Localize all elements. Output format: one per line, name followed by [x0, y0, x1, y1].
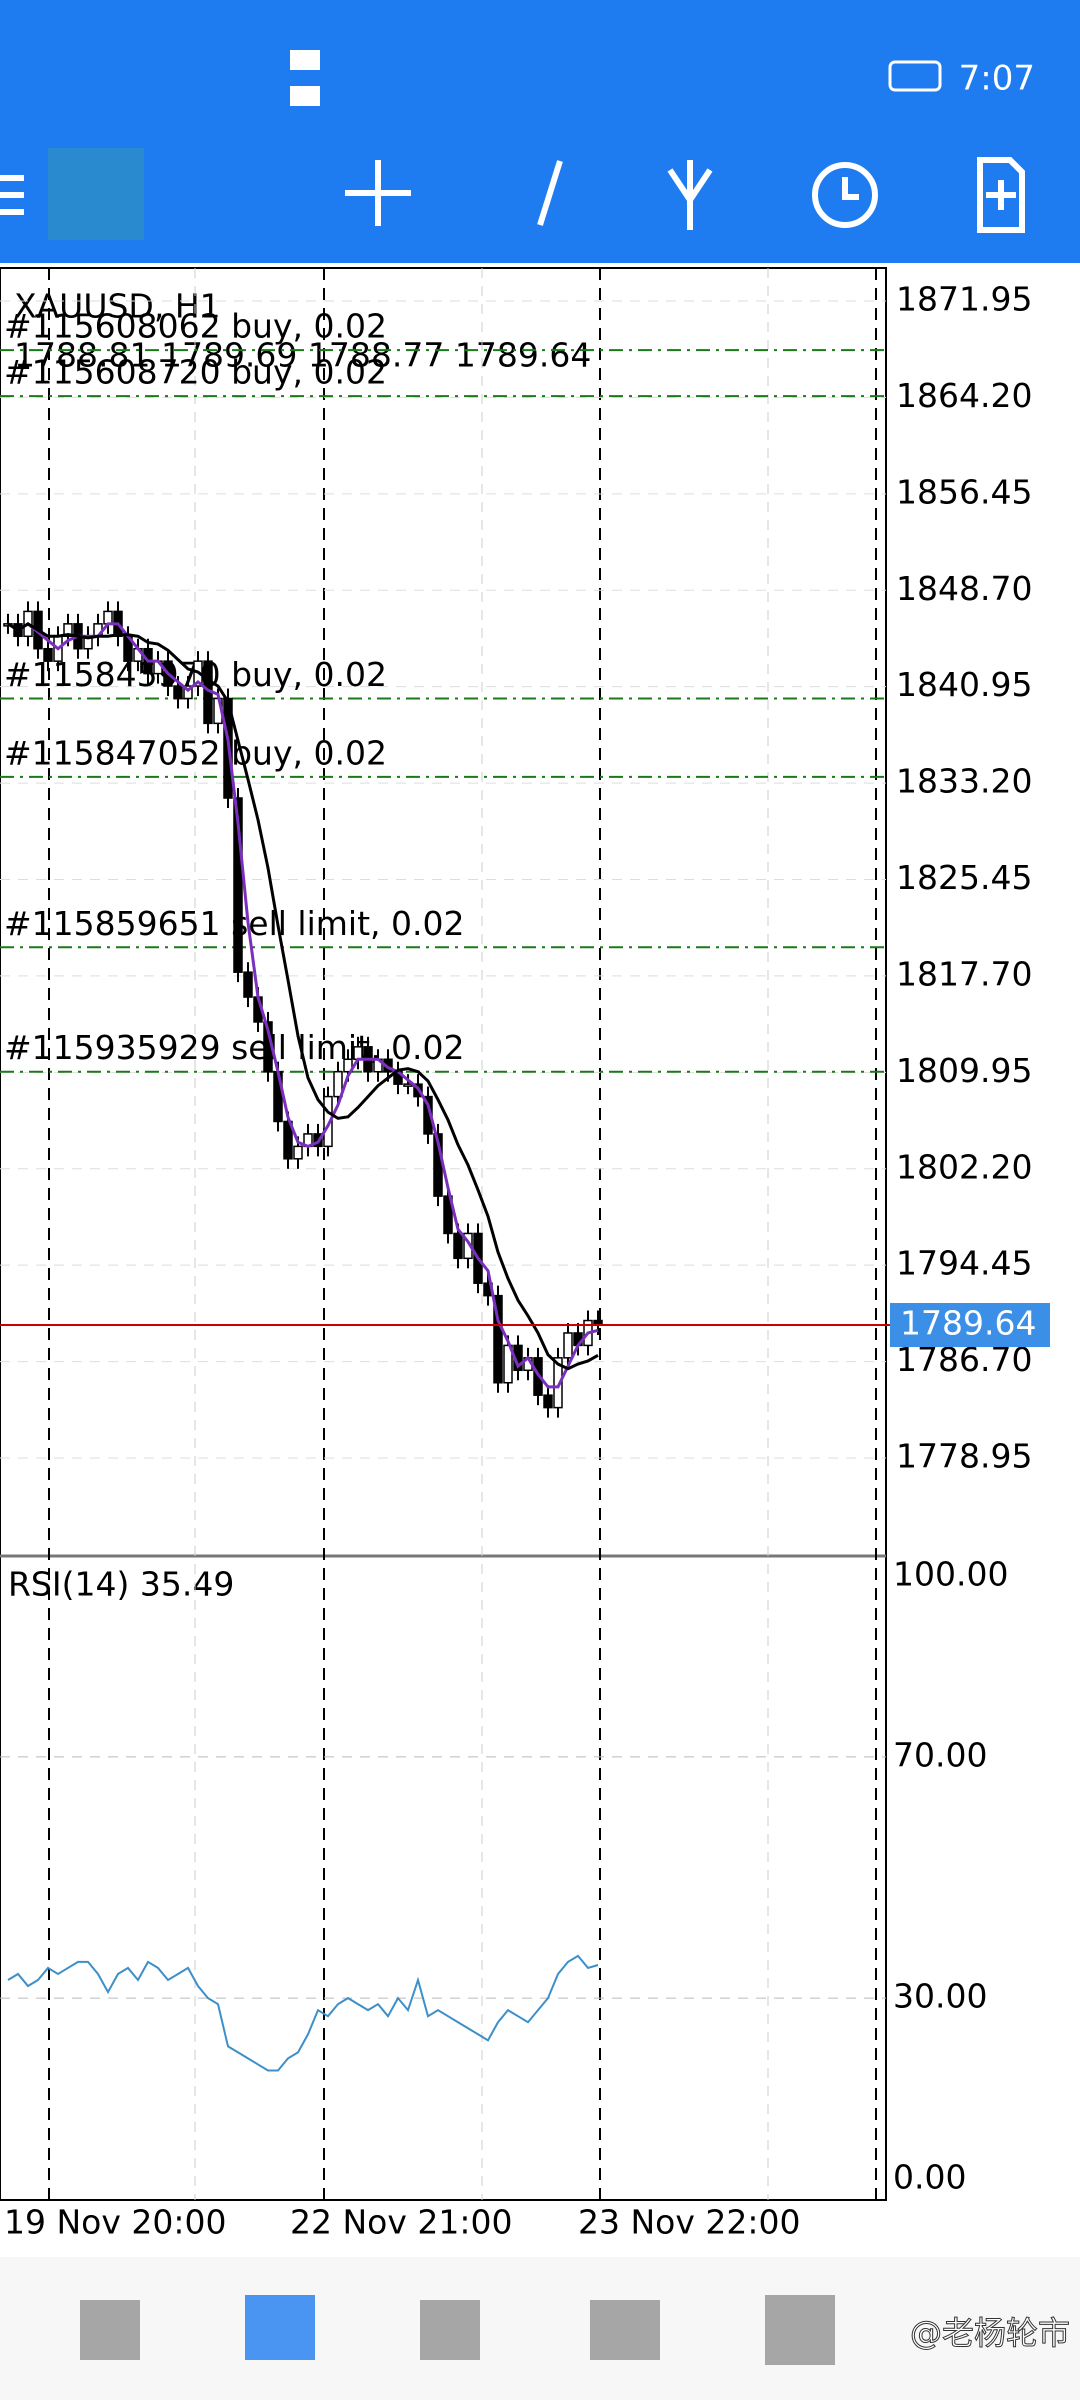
price-tick-label: 1817.70 — [896, 954, 1032, 993]
clock: 7:07 — [959, 59, 1035, 99]
rsi-tick-label: 0.00 — [893, 2158, 966, 2197]
chart-frame — [0, 267, 887, 2201]
candle — [563, 1332, 573, 1359]
price-tick-label: 1794.45 — [896, 1244, 1032, 1283]
price-tick-label: 1833.20 — [896, 762, 1032, 801]
candle — [503, 1344, 513, 1384]
price-tick-label: 1871.95 — [896, 280, 1032, 319]
candle — [183, 685, 193, 700]
candle — [443, 1195, 453, 1235]
candle — [233, 797, 243, 973]
order-label: #115935929 sell limit, 0.02 — [4, 1028, 464, 1067]
rsi-label: RSI(14) 35.49 — [8, 1565, 234, 1604]
toolbar — [0, 148, 1025, 240]
moving-average — [7, 621, 599, 1389]
app-icon[interactable] — [48, 148, 144, 240]
candle — [103, 610, 113, 625]
trade[interactable] — [667, 160, 713, 230]
price-tick-label: 1802.20 — [896, 1147, 1032, 1186]
history[interactable] — [590, 2300, 660, 2360]
rsi-line — [7, 1954, 599, 2072]
moving-average — [7, 622, 599, 1371]
candle — [453, 1232, 463, 1260]
candle — [343, 1058, 353, 1073]
menu[interactable] — [0, 175, 24, 215]
new-order[interactable] — [977, 157, 1025, 233]
price-tick-label: 1856.45 — [896, 472, 1032, 511]
time-label: 22 Nov 21:00 — [290, 2203, 512, 2242]
watermark: @老杨轮市 — [910, 2314, 1070, 2352]
timeframe[interactable] — [812, 162, 878, 228]
order-label: #115847052 buy, 0.02 — [4, 733, 387, 772]
rsi-tick-label: 30.00 — [893, 1977, 987, 2016]
candle — [553, 1357, 563, 1409]
rsi-tick-label: 100.00 — [893, 1555, 1008, 1594]
current-price: 1789.64 — [900, 1304, 1036, 1343]
order-label: #115608720 buy, 0.02 — [4, 353, 387, 392]
candle — [543, 1394, 553, 1409]
indicators[interactable] — [537, 160, 563, 226]
bottom-nav — [0, 2257, 1080, 2400]
price-tick-label: 1778.95 — [896, 1437, 1032, 1476]
price-badge — [890, 1303, 1050, 1348]
price-tick-label: 1809.95 — [896, 1051, 1032, 1090]
candle — [493, 1294, 503, 1384]
crosshair[interactable] — [345, 160, 411, 226]
price-tick-label: 1825.45 — [896, 858, 1032, 897]
candle — [293, 1145, 303, 1160]
candle — [353, 1046, 363, 1061]
quotes[interactable] — [80, 2300, 140, 2360]
price-tick-label: 1864.20 — [896, 376, 1032, 415]
order-label: #115608062 buy, 0.02 — [4, 307, 387, 346]
news[interactable] — [765, 2295, 835, 2365]
candle — [243, 971, 253, 998]
price-tick-label: 1848.70 — [896, 569, 1032, 608]
candle — [323, 1095, 333, 1148]
price-tick-label: 1840.95 — [896, 665, 1032, 704]
time-label: 23 Nov 22:00 — [578, 2203, 800, 2242]
rsi-tick-label: 70.00 — [893, 1735, 987, 1774]
ohlc: 1788.81 1789.69 1788.77 1789.64 — [14, 336, 591, 375]
candle — [333, 1070, 343, 1098]
candle — [43, 647, 53, 662]
trade-tab[interactable] — [420, 2300, 480, 2360]
charts[interactable] — [245, 2295, 315, 2360]
candle — [283, 1120, 293, 1160]
nav-icons — [80, 2295, 835, 2365]
status-icons — [290, 50, 942, 106]
time-label: 19 Nov 20:00 — [4, 2203, 226, 2242]
candle — [63, 623, 73, 638]
candle — [403, 1083, 413, 1087]
candle — [173, 685, 183, 700]
